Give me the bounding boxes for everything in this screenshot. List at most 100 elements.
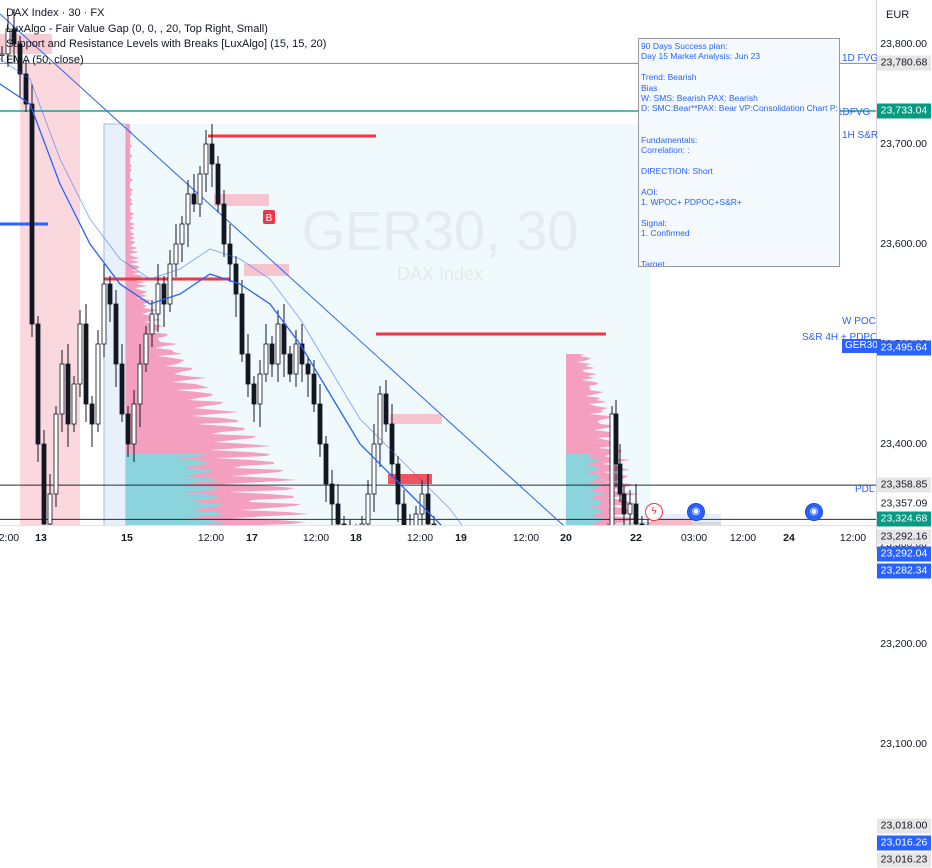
price-tag: 23,292.16 — [877, 529, 931, 545]
news-event-icon[interactable]: ◉ — [805, 503, 823, 521]
note-line: 90 Days Success plan: — [641, 41, 728, 51]
time-tick-label: 20 — [560, 532, 572, 544]
note-line — [641, 249, 837, 259]
candle-body — [287, 353, 293, 375]
candle-body — [389, 423, 395, 465]
price-axis[interactable]: 23,100.0023,200.0023,300.0023,400.0023,5… — [876, 0, 932, 750]
candle-body — [11, 28, 17, 45]
note-line: W: SMS: Bearish PAX: Bearish — [641, 93, 758, 104]
time-tick-label: 24 — [783, 532, 795, 544]
candle-body — [149, 313, 155, 335]
candle-body — [185, 193, 191, 225]
candles-layer — [0, 9, 653, 550]
note-line — [641, 62, 837, 72]
price-tag: 23,733.04 — [877, 103, 931, 119]
candle-body — [0, 53, 5, 56]
candle-body — [377, 393, 383, 445]
news-event-icon[interactable]: ◉ — [687, 503, 705, 521]
fvg-zone — [390, 414, 442, 424]
time-tick-label: 15 — [121, 532, 133, 544]
candle-body — [179, 223, 185, 245]
time-tick-label: 12:00 — [839, 532, 867, 544]
price-tick-label: 23,400.00 — [880, 438, 927, 450]
price-tag: 23,780.68 — [877, 55, 931, 71]
candle-body — [143, 333, 149, 365]
note-line — [641, 239, 837, 249]
candle-body — [317, 403, 323, 445]
note-line: AOI: — [641, 186, 659, 197]
price-tick-label: 23,600.00 — [880, 238, 927, 250]
price-tick-label: 23,800.00 — [880, 38, 927, 50]
price-tag: 23,358.85 — [877, 477, 931, 493]
legend-symbol[interactable]: DAX Index · 30 · FX — [6, 7, 105, 19]
candle-body — [191, 193, 197, 205]
candle-body — [107, 283, 113, 305]
candle-body — [35, 323, 41, 445]
note-line — [641, 155, 837, 165]
time-tick-label: 22 — [630, 532, 642, 544]
candle-body — [311, 373, 317, 405]
time-tick-label: 03:00 — [680, 532, 708, 544]
candle-body — [613, 413, 619, 465]
time-tick-label: 13 — [35, 532, 47, 544]
note-line: 1. Confirmed — [641, 228, 690, 239]
price-chart[interactable]: GER30, 30 DAX Index B — [0, 0, 932, 550]
candle-body — [323, 443, 329, 485]
time-tick-label: 17 — [246, 532, 258, 544]
candle-body — [281, 323, 287, 355]
price-tag: 23,495.64 — [877, 340, 931, 356]
candle-body — [155, 283, 161, 315]
candle-body — [131, 403, 137, 445]
price-tag: 23,016.23 — [877, 852, 931, 868]
label-w-poc: W POC — [842, 316, 876, 327]
candle-body — [17, 43, 23, 75]
time-tick-label: 12:00 — [197, 532, 225, 544]
label-1h-sr: 1H S&R — [842, 130, 879, 141]
candle-body — [215, 163, 221, 205]
label-1d-fvg: 1D FVG — [842, 53, 879, 64]
note-line — [641, 176, 837, 186]
time-tick-label: 12:00 — [406, 532, 434, 544]
legend-fvg-indicator[interactable]: LuxAlgo - Fair Value Gap (0, 0, , 20, To… — [6, 22, 268, 35]
time-tick-label: 12:00 — [0, 532, 20, 544]
candle-body — [89, 403, 95, 425]
chart-background-layer — [0, 34, 721, 550]
label-pdh-1dfvg: PDH+1DFVG — [810, 107, 871, 118]
candle-body — [245, 353, 251, 385]
candle-body — [101, 283, 107, 345]
candle-body — [257, 373, 263, 405]
note-line: Trend: Bearish — [641, 72, 697, 83]
analysis-note-box[interactable]: 90 Days Success plan: Day 15 Market Analy… — [638, 38, 840, 267]
time-axis[interactable]: 12:00 13 15 12:00 17 12:00 18 12:00 19 12:00 20 22 0… — [0, 525, 876, 551]
candle-body — [263, 343, 269, 375]
candle-body — [383, 393, 389, 425]
overlay-layer — [0, 58, 651, 550]
marker-b — [263, 210, 275, 224]
candle-body — [617, 463, 623, 495]
candle-body — [113, 303, 119, 365]
currency-label[interactable]: EUR — [886, 9, 910, 21]
economic-event-icon[interactable]: ϟ — [645, 503, 663, 521]
candle-body — [77, 323, 83, 385]
time-tick-label: 18 — [350, 532, 362, 544]
note-line: 1. WPOC+ PDPOC+S&R+ — [641, 197, 742, 208]
candle-body — [137, 363, 143, 405]
note-line: Correlation: : — [641, 145, 690, 156]
time-tick-label: 12:00 — [512, 532, 540, 544]
price-tag: 23,324.68 — [877, 511, 931, 527]
axis-corner[interactable] — [877, 526, 932, 550]
candle-body — [95, 343, 101, 425]
ema-secondary-line — [0, 58, 651, 550]
price-tag: 23,016.26 — [877, 835, 931, 851]
candle-body — [227, 243, 233, 265]
candle-body — [633, 503, 639, 525]
candle-body — [251, 383, 257, 405]
price-tag: 23,018.00 — [877, 818, 931, 834]
candle-body — [197, 173, 203, 205]
legend-ema-indicator[interactable]: EMA (50, close) — [6, 53, 84, 66]
price-tick-label: 23,700.00 — [880, 138, 927, 150]
candle-body — [173, 243, 179, 265]
trend-line — [0, 13, 592, 550]
legend-sr-indicator[interactable]: Support and Resistance Levels with Break… — [6, 38, 327, 50]
candle-body — [365, 493, 371, 525]
